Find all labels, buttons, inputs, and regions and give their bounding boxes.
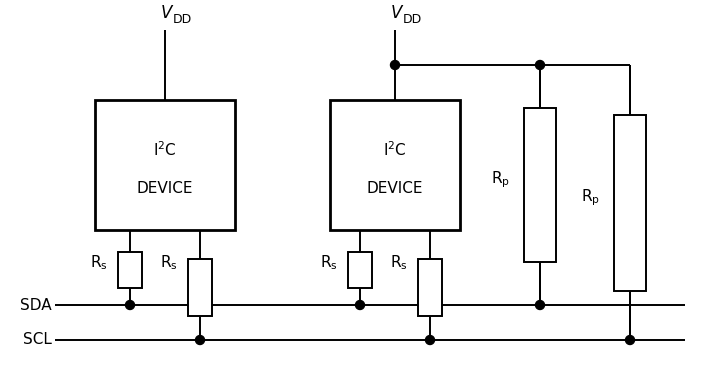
Text: I$^2$C: I$^2$C (383, 140, 407, 159)
Text: R$_\mathregular{s}$: R$_\mathregular{s}$ (161, 253, 178, 272)
Text: V: V (161, 4, 172, 22)
Circle shape (125, 301, 135, 310)
Circle shape (196, 335, 204, 345)
Text: DD: DD (403, 13, 422, 26)
Text: I$^2$C: I$^2$C (153, 140, 177, 159)
Bar (95, 100, 235, 230)
Text: DD: DD (173, 13, 192, 26)
Text: R$_\mathregular{p}$: R$_\mathregular{p}$ (491, 170, 510, 190)
Text: SDA: SDA (20, 298, 52, 313)
Bar (118, 252, 142, 288)
Bar (330, 100, 460, 230)
Bar (188, 259, 212, 316)
Circle shape (536, 301, 544, 310)
Circle shape (626, 335, 634, 345)
Text: DEVICE: DEVICE (137, 181, 193, 196)
Text: R$_\mathregular{s}$: R$_\mathregular{s}$ (390, 253, 408, 272)
Text: V: V (391, 4, 402, 22)
Bar (524, 108, 556, 262)
Bar (418, 259, 442, 316)
Bar (614, 114, 646, 291)
Text: SCL: SCL (23, 333, 52, 348)
Circle shape (426, 335, 434, 345)
Circle shape (390, 60, 400, 70)
Text: R$_\mathregular{p}$: R$_\mathregular{p}$ (581, 187, 600, 208)
Circle shape (356, 301, 364, 310)
Bar (348, 252, 372, 288)
Text: R$_\mathregular{s}$: R$_\mathregular{s}$ (90, 253, 108, 272)
Text: DEVICE: DEVICE (366, 181, 423, 196)
Circle shape (536, 60, 544, 70)
Text: R$_\mathregular{s}$: R$_\mathregular{s}$ (320, 253, 338, 272)
